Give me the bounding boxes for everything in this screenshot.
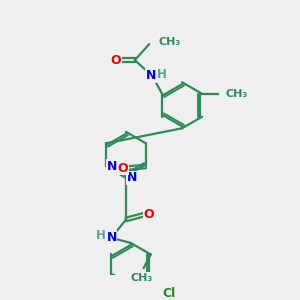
Text: H: H	[96, 229, 106, 242]
Text: CH₃: CH₃	[158, 38, 181, 47]
Text: N: N	[146, 69, 156, 82]
Text: O: O	[118, 161, 128, 175]
Text: CH₃: CH₃	[225, 89, 247, 99]
Text: N: N	[127, 171, 137, 184]
Text: Cl: Cl	[162, 287, 175, 300]
Text: H: H	[157, 68, 166, 81]
Text: CH₃: CH₃	[131, 273, 153, 283]
Text: N: N	[106, 160, 117, 173]
Text: O: O	[144, 208, 154, 221]
Text: O: O	[110, 54, 121, 67]
Text: N: N	[106, 231, 117, 244]
